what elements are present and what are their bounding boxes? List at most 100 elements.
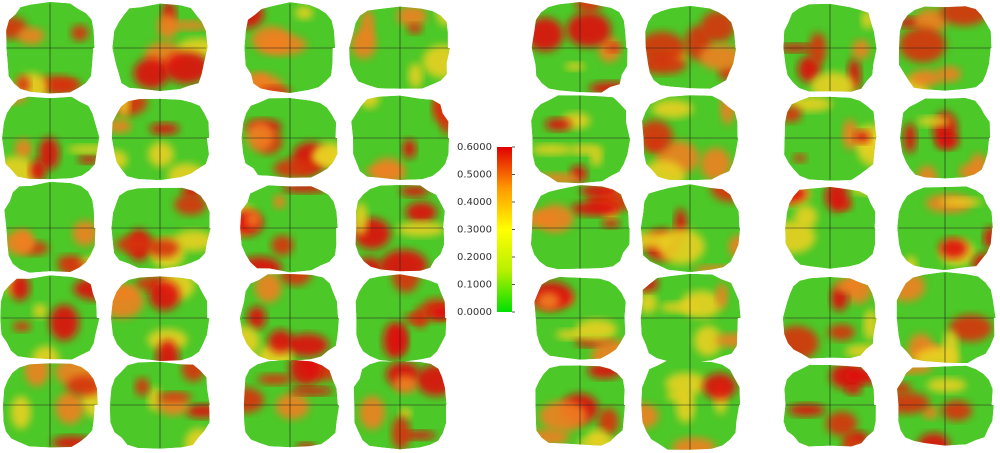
hotspot <box>537 292 560 310</box>
hotspot <box>601 219 620 228</box>
hotspot <box>396 6 427 27</box>
panel <box>239 274 339 361</box>
hotspot <box>834 278 861 293</box>
hotspot <box>534 173 582 184</box>
hotspot <box>863 309 877 341</box>
hotspot <box>181 361 205 382</box>
hotspot <box>849 186 876 196</box>
hotspot <box>939 197 983 207</box>
hotspot <box>267 329 293 353</box>
panel <box>899 97 991 179</box>
hotspot <box>359 95 380 109</box>
hotspot <box>166 20 208 31</box>
hotspot <box>259 86 292 94</box>
hotspot <box>897 392 930 414</box>
panel <box>897 186 993 271</box>
hotspot <box>157 391 192 402</box>
hotspot <box>17 27 45 45</box>
tick-label: 0.0000 <box>457 307 492 318</box>
hotspot <box>922 406 938 420</box>
hotspot <box>809 32 827 65</box>
colorbar-gradient <box>497 147 512 312</box>
hotspot <box>243 387 264 413</box>
hotspot <box>942 330 959 364</box>
panel <box>640 184 741 273</box>
hotspot <box>949 314 993 342</box>
hotspot <box>51 435 93 448</box>
hotspot <box>70 24 89 42</box>
panel <box>2 96 100 180</box>
panel <box>351 95 450 180</box>
hotspot <box>564 62 586 71</box>
hotspot <box>393 375 418 394</box>
hotspot <box>259 34 307 56</box>
panel <box>534 276 626 360</box>
hotspot <box>296 442 316 448</box>
hotspot <box>570 201 618 216</box>
hotspot <box>24 363 49 387</box>
hotspot <box>66 144 100 154</box>
panel <box>897 365 994 446</box>
hotspot <box>587 365 622 379</box>
hotspot <box>149 123 180 135</box>
hotspot <box>972 253 993 271</box>
tick-label: 0.5000 <box>457 170 492 181</box>
hotspot <box>642 120 673 153</box>
panel <box>782 276 877 359</box>
hotspot <box>148 141 175 167</box>
hotspot <box>939 238 968 259</box>
panel <box>530 185 630 270</box>
hotspot <box>983 226 993 250</box>
hotspot <box>824 186 849 212</box>
hotspot <box>133 58 170 89</box>
colorbar: 0.6000 0.5000 0.4000 0.3000 0.2000 0.1000 0.00… <box>457 142 515 318</box>
hotspot <box>422 44 450 79</box>
hotspot <box>852 39 870 60</box>
tick-label: 0.1000 <box>457 280 492 291</box>
hotspot <box>861 10 875 29</box>
panel <box>110 276 210 361</box>
hotspot <box>10 395 32 429</box>
hotspot <box>715 333 741 348</box>
hotspot <box>147 328 188 351</box>
tick-label: 0.6000 <box>457 142 492 153</box>
hotspot <box>699 43 737 71</box>
hotspot <box>700 147 731 181</box>
hotspot <box>899 27 946 63</box>
hotspot <box>15 75 30 94</box>
hotspot <box>640 292 658 314</box>
panel <box>243 359 340 448</box>
hotspot <box>239 326 261 357</box>
hotspot <box>568 144 603 155</box>
panel <box>535 365 625 446</box>
hotspot <box>407 23 423 34</box>
hotspot <box>148 280 181 311</box>
hotspot <box>110 284 144 319</box>
hotspot <box>295 6 314 20</box>
panel <box>112 3 208 92</box>
panel <box>784 96 877 181</box>
panel <box>531 95 631 184</box>
hotspot <box>416 364 447 396</box>
hotspot <box>903 256 918 271</box>
hotspot <box>842 119 858 150</box>
hotspot <box>785 186 807 204</box>
hotspot <box>382 322 406 359</box>
hotspot <box>645 55 687 75</box>
hotspot <box>940 6 988 26</box>
hotspot <box>897 365 933 374</box>
hotspot <box>282 185 328 193</box>
panel <box>2 363 98 448</box>
panel <box>896 271 996 364</box>
tick-label: 0.3000 <box>457 225 492 236</box>
hotspot <box>728 235 741 259</box>
hotspot <box>32 303 48 319</box>
panel <box>783 364 876 447</box>
hotspot <box>173 230 211 252</box>
hotspot <box>825 411 858 436</box>
hotspot <box>545 118 572 131</box>
hotspot <box>640 275 659 292</box>
hotspot <box>580 185 621 198</box>
